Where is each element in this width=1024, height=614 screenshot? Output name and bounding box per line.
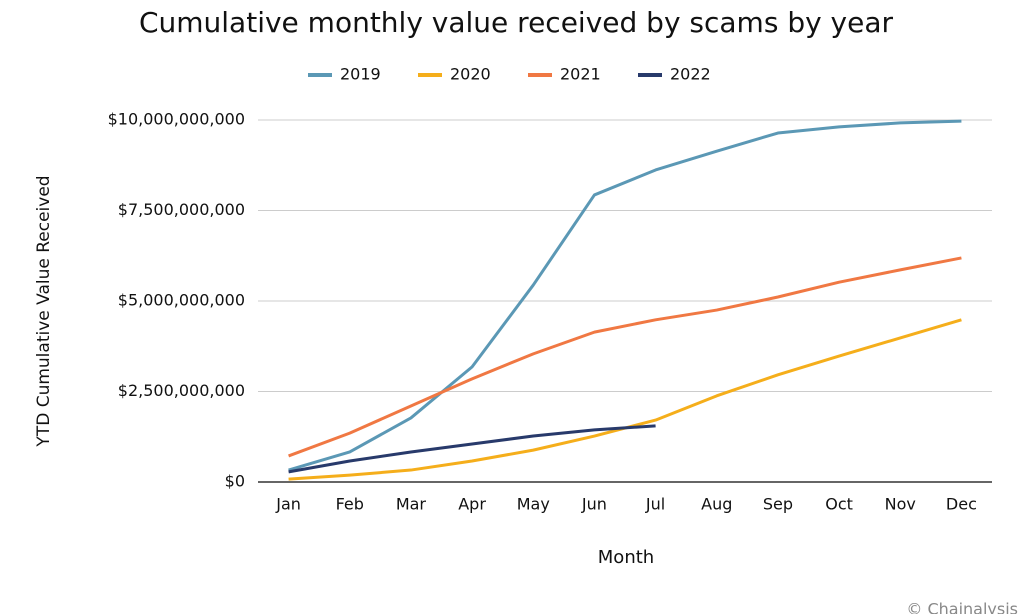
y-tick-label: $5,000,000,000 (118, 291, 245, 310)
x-tick-label: May (517, 495, 550, 514)
legend-label: 2022 (670, 65, 711, 84)
credit: © Chainalysis (906, 600, 1018, 614)
y-tick-label: $2,500,000,000 (118, 381, 245, 400)
y-tick-label: $7,500,000,000 (118, 200, 245, 219)
x-tick-label: Jun (581, 495, 607, 514)
x-tick-label: Sep (763, 495, 793, 514)
line-series (288, 256, 962, 458)
x-tick-label: Jan (275, 495, 301, 514)
x-axis-label: Month (598, 547, 654, 568)
chart-title: Cumulative monthly value received by sca… (139, 6, 894, 39)
line-series (288, 119, 962, 472)
line-series (288, 424, 656, 474)
x-tick-label: Nov (885, 495, 916, 514)
x-tick-label: Aug (701, 495, 732, 514)
legend-label: 2021 (560, 65, 601, 84)
legend-label: 2020 (450, 65, 491, 84)
y-tick-label: $0 (225, 472, 245, 491)
x-tick-label: Mar (396, 495, 427, 514)
y-tick-label: $10,000,000,000 (108, 110, 245, 129)
x-tick-label: Jul (645, 495, 665, 514)
y-axis-label: YTD Cumulative Value Received (34, 175, 54, 447)
x-tick-label: Apr (458, 495, 486, 514)
x-tick-label: Oct (825, 495, 853, 514)
legend-label: 2019 (340, 65, 381, 84)
x-tick-label: Feb (336, 495, 364, 514)
x-tick-label: Dec (946, 495, 977, 514)
